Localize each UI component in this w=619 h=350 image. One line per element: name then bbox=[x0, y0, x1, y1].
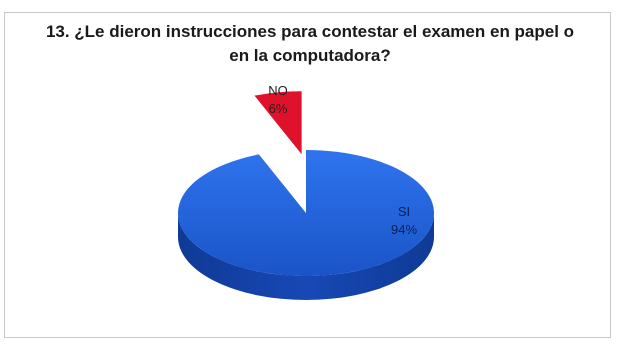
pie-depth bbox=[178, 213, 434, 300]
slice-no-value-label: 6% bbox=[269, 101, 288, 116]
slice-no-label: NO bbox=[268, 83, 288, 98]
slice-si-value-label: 94% bbox=[391, 222, 417, 237]
slice-si-label: SI bbox=[398, 204, 410, 219]
pie-slices bbox=[178, 91, 435, 276]
pie-labels: SI 94% NO 6% bbox=[268, 83, 417, 237]
slice-si bbox=[178, 150, 435, 276]
chart-title: 13. ¿Le dieron instrucciones para contes… bbox=[45, 22, 575, 65]
slice-si-side bbox=[178, 213, 434, 300]
slice-no bbox=[254, 91, 302, 155]
